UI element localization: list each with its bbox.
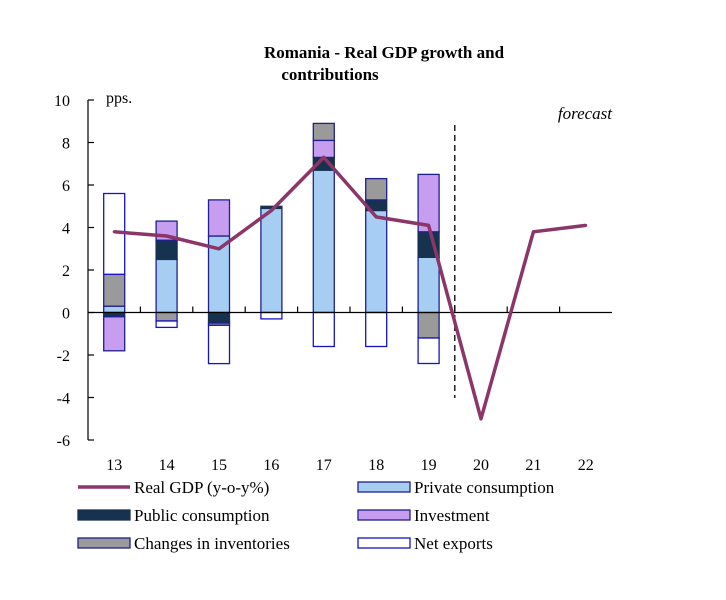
forecast-label: forecast xyxy=(558,104,613,123)
bar-19-series-3 xyxy=(417,311,440,339)
chart-title-line1: Romania - Real GDP growth and xyxy=(264,43,505,62)
x-tick-label: 16 xyxy=(263,457,279,474)
legend-label-1: Private consumption xyxy=(414,478,555,497)
x-tick-label: 14 xyxy=(159,457,175,474)
gdp-point-14 xyxy=(165,234,169,238)
gdp-point-13 xyxy=(112,230,116,234)
bar-14-series-4 xyxy=(155,320,178,329)
x-tick-label: 15 xyxy=(211,457,227,474)
bar-13-series-2 xyxy=(103,316,126,352)
bar-14-series-3 xyxy=(155,311,178,322)
bar-17-series-0 xyxy=(312,169,335,314)
gdp-point-17 xyxy=(322,155,326,159)
x-tick-label: 18 xyxy=(368,457,384,474)
y-tick-label: 0 xyxy=(62,306,70,323)
bar-17-series-2 xyxy=(312,139,335,159)
x-tick-label: 13 xyxy=(106,457,122,474)
bar-13-series-0 xyxy=(103,305,126,314)
legend-label-3: Investment xyxy=(414,506,490,525)
bar-13-series-3 xyxy=(103,273,126,307)
bar-19-series-0 xyxy=(417,256,440,314)
chart-title-line2: contributions xyxy=(281,65,379,84)
legend-swatch-2 xyxy=(77,509,131,521)
gdp-point-18 xyxy=(374,215,378,219)
bar-15-series-1 xyxy=(207,311,231,324)
y-tick-label: -4 xyxy=(57,391,70,408)
y-unit-label: pps. xyxy=(106,90,132,107)
bar-17-series-4 xyxy=(312,311,335,348)
gdp-line xyxy=(114,155,587,421)
legend-swatch-4 xyxy=(77,537,131,549)
x-tick-label: 20 xyxy=(473,457,489,474)
x-tick-label: 19 xyxy=(421,457,437,474)
gdp-point-21 xyxy=(531,230,535,234)
bar-14-series-1 xyxy=(155,239,178,261)
gdp-point-20 xyxy=(479,417,483,421)
bar-15-series-2 xyxy=(207,199,231,237)
gdp-point-16 xyxy=(269,209,273,212)
legend-swatch-5 xyxy=(357,537,411,549)
bar-16-series-0 xyxy=(260,207,283,314)
x-tick-label: 17 xyxy=(316,457,332,474)
y-tick-label: 10 xyxy=(54,93,70,110)
legend-label-0: Real GDP (y-o-y%) xyxy=(134,478,269,497)
bar-19-series-4 xyxy=(417,337,440,365)
y-tick-label: -6 xyxy=(57,433,70,450)
bar-14-series-0 xyxy=(155,258,178,314)
legend: Real GDP (y-o-y%) Private consumption Publ… xyxy=(77,478,555,553)
gdp-point-15 xyxy=(217,247,221,251)
gdp-point-22 xyxy=(584,223,588,227)
bar-15-series-4 xyxy=(207,324,231,365)
y-tick-label: 4 xyxy=(62,221,70,238)
y-tick-label: 2 xyxy=(62,263,70,280)
legend-swatch-1 xyxy=(357,481,411,493)
legend-label-4: Changes in inventories xyxy=(134,534,290,553)
bar-18-series-4 xyxy=(365,311,388,348)
x-tick-label: 21 xyxy=(525,457,541,474)
gdp-point-19 xyxy=(427,223,431,227)
bar-18-series-3 xyxy=(365,177,388,201)
y-tick-label: -2 xyxy=(57,348,70,365)
bar-16-series-4 xyxy=(260,311,283,320)
y-tick-label: 6 xyxy=(62,178,70,195)
legend-swatch-3 xyxy=(357,509,411,521)
gdp-line-layer xyxy=(112,155,588,421)
x-tick-label: 22 xyxy=(578,457,594,474)
bar-group xyxy=(103,122,440,365)
bar-18-series-0 xyxy=(365,209,388,314)
bar-17-series-3 xyxy=(312,122,335,142)
y-tick-label: 8 xyxy=(62,136,70,153)
legend-label-2: Public consumption xyxy=(134,506,270,525)
legend-label-5: Net exports xyxy=(414,534,493,553)
